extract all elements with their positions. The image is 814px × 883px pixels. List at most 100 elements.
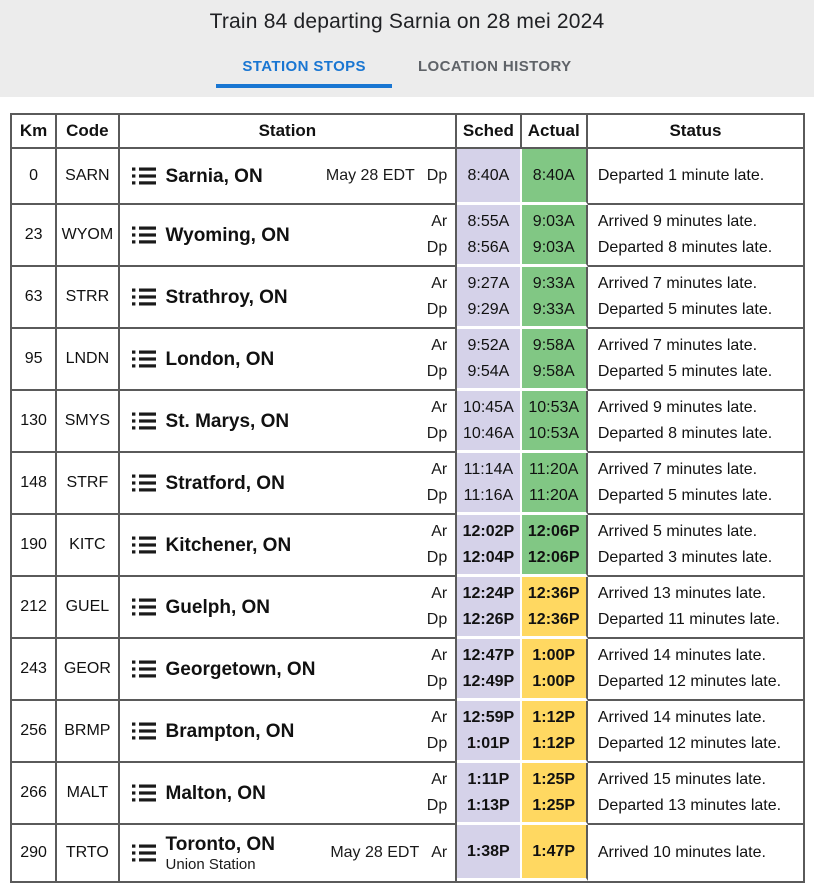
actual-time: 12:06P	[527, 548, 580, 566]
code-cell: STRF	[57, 453, 120, 515]
actual-time: 10:53A	[528, 398, 580, 416]
sched-cell: 1:11P 1:13P	[457, 763, 522, 825]
station-menu-list-icon[interactable]	[131, 783, 156, 803]
status-line: Departed 5 minutes late.	[597, 487, 773, 504]
code-cell: GUEL	[57, 577, 120, 639]
station-row-kitc: 190 KITC Kitchener, ON Ar Dp 12:02P 12:04P 12:0…	[12, 515, 803, 577]
column-header-actual: Actual	[521, 115, 588, 149]
arrive-depart-label: Dp	[426, 167, 448, 184]
column-header-station: Station	[119, 115, 458, 149]
station-name: Strathroy, ON	[165, 286, 288, 308]
arrive-depart-label: Ar	[431, 399, 448, 416]
status-line: Arrived 14 minutes late.	[597, 709, 766, 726]
actual-cell: 1:00P 1:00P	[521, 639, 588, 701]
station-name: Brampton, ON	[165, 720, 295, 742]
station-name: Guelph, ON	[165, 596, 271, 618]
status-cell: Arrived 13 minutes late. Departed 11 minu…	[587, 577, 803, 639]
arrive-depart-label: Ar	[431, 337, 448, 354]
actual-time: 1:12P	[532, 708, 576, 726]
actual-cell: 9:58A 9:58A	[521, 329, 588, 391]
sched-cell: 12:59P 1:01P	[457, 701, 522, 763]
code-cell: SARN	[57, 149, 120, 205]
code-cell: LNDN	[57, 329, 120, 391]
status-line: Departed 1 minute late.	[597, 167, 765, 184]
station-menu-list-icon[interactable]	[131, 535, 156, 555]
arrive-depart-label: Dp	[426, 363, 448, 380]
actual-time: 10:53A	[528, 424, 580, 442]
station-table-body: 0 SARN Sarnia, ON May 28 EDT Dp 8:40A 8:40A Dep…	[12, 149, 803, 881]
sched-time: 1:38P	[467, 842, 510, 860]
actual-time: 11:20A	[528, 460, 579, 478]
station-cell: Sarnia, ON May 28 EDT Dp	[119, 149, 458, 205]
station-stops-table: Km Code Station Sched Actual Status 0 SARN Sarn…	[10, 113, 805, 883]
code-cell: MALT	[57, 763, 120, 825]
sched-time: 11:14A	[463, 460, 514, 478]
arrive-depart-label: Ar	[431, 585, 448, 602]
station-name: Sarnia, ON	[165, 165, 263, 187]
station-subtitle: Union Station	[165, 855, 256, 873]
actual-time: 12:36P	[527, 610, 580, 628]
date-timezone-note: May 28 EDT	[325, 167, 415, 184]
actual-time: 12:36P	[527, 584, 580, 602]
actual-time: 1:25P	[532, 796, 576, 814]
status-line: Arrived 9 minutes late.	[597, 213, 758, 230]
arrive-depart-label: Ar	[431, 461, 448, 478]
station-menu-list-icon[interactable]	[131, 659, 156, 679]
station-cell: Malton, ON Ar Dp	[119, 763, 458, 825]
station-menu-list-icon[interactable]	[131, 349, 156, 369]
status-line: Arrived 13 minutes late.	[597, 585, 766, 602]
station-name: St. Marys, ON	[165, 410, 290, 432]
tab-station-stops[interactable]: STATION STOPS	[216, 45, 392, 88]
station-name: Wyoming, ON	[165, 224, 290, 246]
tab-location-history[interactable]: LOCATION HISTORY	[417, 58, 572, 75]
column-header-sched: Sched	[457, 115, 522, 149]
actual-time: 1:00P	[532, 672, 576, 690]
status-cell: Arrived 5 minutes late. Departed 3 minute…	[587, 515, 803, 577]
km-cell: 243	[12, 639, 58, 701]
station-menu-list-icon[interactable]	[131, 721, 156, 741]
station-name: Malton, ON	[165, 782, 266, 804]
arrive-depart-label: Dp	[426, 239, 448, 256]
sched-cell: 12:24P 12:26P	[457, 577, 522, 639]
station-row-strr: 63 STRR Strathroy, ON Ar Dp 9:27A 9:29A 9:33A 9:…	[12, 267, 803, 329]
km-cell: 23	[12, 205, 58, 267]
km-cell: 63	[12, 267, 58, 329]
code-cell: KITC	[57, 515, 120, 577]
status-line: Departed 13 minutes late.	[597, 797, 782, 814]
station-menu-list-icon[interactable]	[131, 411, 156, 431]
km-cell: 212	[12, 577, 58, 639]
arrive-depart-label: Dp	[426, 549, 448, 566]
station-menu-list-icon[interactable]	[131, 843, 156, 863]
station-menu-list-icon[interactable]	[131, 225, 156, 245]
station-cell: Georgetown, ON Ar Dp	[119, 639, 458, 701]
column-header-status: Status	[587, 115, 803, 149]
station-menu-list-icon[interactable]	[131, 287, 156, 307]
station-row-brmp: 256 BRMP Brampton, ON Ar Dp 12:59P 1:01P 1:12P 1…	[12, 701, 803, 763]
station-cell: Strathroy, ON Ar Dp	[119, 267, 458, 329]
actual-cell: 9:33A 9:33A	[521, 267, 588, 329]
station-menu-list-icon[interactable]	[131, 473, 156, 493]
sched-time: 9:29A	[467, 300, 510, 318]
station-row-sarn: 0 SARN Sarnia, ON May 28 EDT Dp 8:40A 8:40A Dep…	[12, 149, 803, 205]
sched-time: 1:13P	[467, 796, 510, 814]
actual-time: 12:06P	[527, 522, 580, 540]
page-title: Train 84 departing Sarnia on 28 mei 2024	[209, 10, 605, 33]
actual-cell: 10:53A 10:53A	[521, 391, 588, 453]
km-cell: 266	[12, 763, 58, 825]
sched-time: 12:47P	[462, 646, 515, 664]
sched-time: 12:24P	[462, 584, 515, 602]
sched-cell: 12:02P 12:04P	[457, 515, 522, 577]
sched-time: 1:01P	[467, 734, 510, 752]
station-menu-list-icon[interactable]	[131, 166, 156, 186]
actual-time: 9:03A	[532, 238, 575, 256]
actual-time: 9:58A	[532, 362, 575, 380]
station-row-malt: 266 MALT Malton, ON Ar Dp 1:11P 1:13P 1:25P 1:25…	[12, 763, 803, 825]
status-line: Departed 11 minutes late.	[597, 611, 780, 628]
station-cell: Kitchener, ON Ar Dp	[119, 515, 458, 577]
station-menu-list-icon[interactable]	[131, 597, 156, 617]
actual-time: 9:33A	[532, 274, 575, 292]
km-cell: 130	[12, 391, 58, 453]
actual-time: 1:12P	[532, 734, 576, 752]
sched-time: 8:55A	[467, 212, 510, 230]
status-cell: Departed 1 minute late.	[587, 149, 803, 205]
